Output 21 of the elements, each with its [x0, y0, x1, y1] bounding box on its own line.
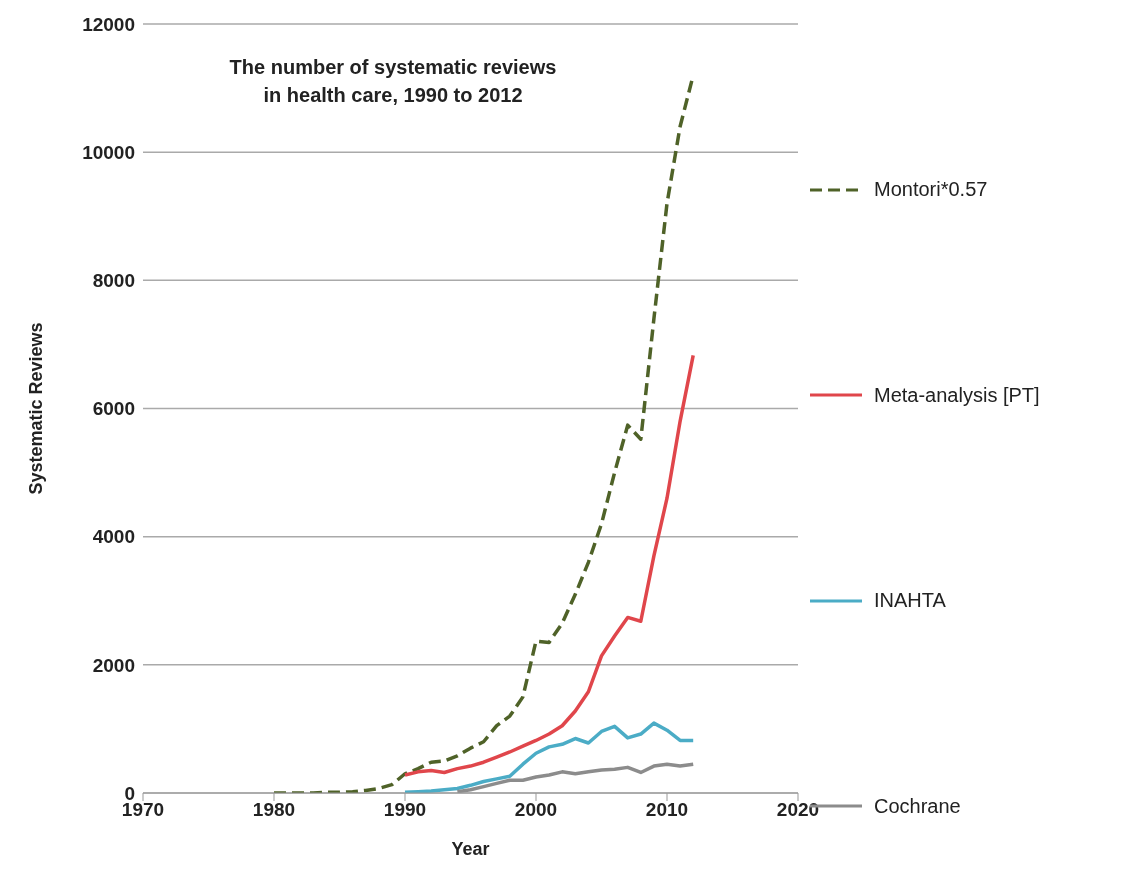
- x-tick-label: 1990: [383, 799, 427, 821]
- line-series: [403, 353, 695, 777]
- legend-label: INAHTA: [874, 589, 946, 613]
- y-axis-title: Systematic Reviews: [26, 322, 47, 495]
- text: The number of systematic reviews in health care, 1990 to 2012: [228, 55, 558, 108]
- x-tick-label: 2020: [776, 799, 820, 821]
- y-tick-label: 12000: [82, 13, 135, 35]
- y-tick-label: 10000: [82, 141, 135, 163]
- line-series: [455, 762, 695, 793]
- legend-label: Montori*0.57: [874, 178, 988, 201]
- y-tick-label: 8000: [92, 270, 135, 292]
- x-tick-label: 1980: [252, 799, 296, 821]
- x-tick-label: 2000: [514, 799, 558, 821]
- y-tick-label: 2000: [92, 654, 135, 676]
- legend-label: Meta-analysis [PT]: [874, 383, 1040, 407]
- x-tick-label: 2010: [645, 799, 689, 821]
- legend-label: Cochrane: [874, 794, 961, 818]
- line-series: [403, 721, 695, 793]
- x-axis-title: Year: [451, 839, 490, 859]
- y-tick-label: 4000: [92, 526, 135, 548]
- y-tick-label: 6000: [92, 398, 135, 420]
